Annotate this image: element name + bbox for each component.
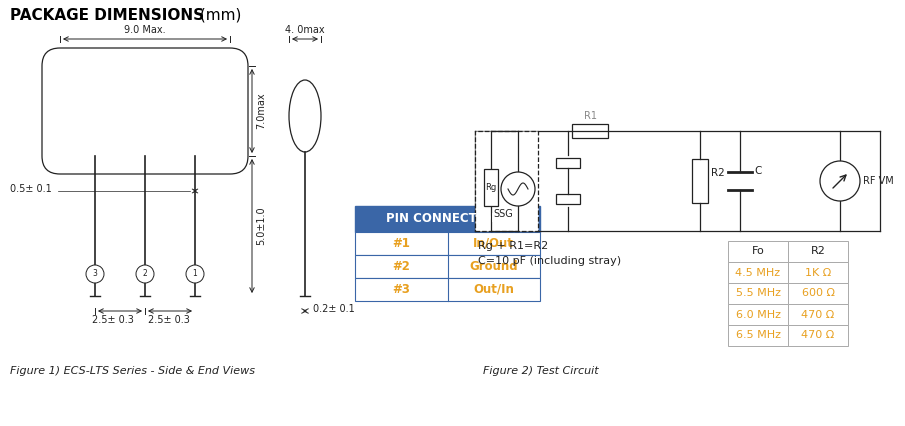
Text: SSG: SSG	[493, 209, 513, 219]
FancyBboxPatch shape	[355, 232, 540, 255]
FancyBboxPatch shape	[788, 325, 848, 346]
Text: Figure 1) ECS-LTS Series - Side & End Views: Figure 1) ECS-LTS Series - Side & End Vi…	[10, 366, 255, 376]
Text: 600 Ω: 600 Ω	[802, 288, 834, 299]
Text: Ground: Ground	[470, 260, 518, 273]
Text: 1: 1	[193, 270, 197, 279]
FancyBboxPatch shape	[572, 124, 608, 138]
Circle shape	[501, 172, 535, 206]
FancyBboxPatch shape	[788, 241, 848, 262]
Text: 2.5± 0.3: 2.5± 0.3	[148, 315, 190, 325]
Text: 5.5 MHz: 5.5 MHz	[736, 288, 780, 299]
Text: Rg: Rg	[485, 183, 497, 192]
Text: Rg + R1=R2: Rg + R1=R2	[478, 241, 548, 251]
Text: R1: R1	[584, 111, 596, 121]
FancyBboxPatch shape	[728, 262, 788, 283]
Text: 7.0max: 7.0max	[256, 93, 266, 130]
FancyBboxPatch shape	[475, 131, 538, 231]
Text: RF VM: RF VM	[863, 176, 894, 186]
Text: 6.0 MHz: 6.0 MHz	[736, 310, 780, 320]
Text: 4. 0max: 4. 0max	[285, 25, 325, 35]
Text: 470 Ω: 470 Ω	[801, 310, 834, 320]
Text: 4.5 MHz: 4.5 MHz	[736, 268, 780, 277]
FancyBboxPatch shape	[728, 241, 788, 262]
Text: In/Out: In/Out	[473, 237, 514, 250]
Text: R2: R2	[711, 168, 725, 178]
Ellipse shape	[289, 80, 321, 152]
Circle shape	[86, 265, 104, 283]
Text: PIN CONNECTIONS: PIN CONNECTIONS	[386, 213, 510, 225]
FancyBboxPatch shape	[355, 278, 540, 301]
FancyBboxPatch shape	[42, 48, 248, 174]
Text: PACKAGE DIMENSIONS: PACKAGE DIMENSIONS	[10, 8, 205, 23]
FancyBboxPatch shape	[788, 283, 848, 304]
Text: Out/In: Out/In	[473, 283, 514, 296]
FancyBboxPatch shape	[692, 159, 708, 203]
FancyBboxPatch shape	[788, 304, 848, 325]
FancyBboxPatch shape	[728, 283, 788, 304]
FancyBboxPatch shape	[728, 304, 788, 325]
Circle shape	[186, 265, 204, 283]
Text: 9.0 Max.: 9.0 Max.	[124, 25, 166, 35]
Circle shape	[136, 265, 154, 283]
Text: #3: #3	[392, 283, 410, 296]
Text: C=10 pF (including stray): C=10 pF (including stray)	[478, 256, 621, 266]
FancyBboxPatch shape	[556, 194, 580, 204]
FancyBboxPatch shape	[788, 262, 848, 283]
Text: 1K Ω: 1K Ω	[805, 268, 831, 277]
FancyBboxPatch shape	[355, 255, 540, 278]
Text: 3: 3	[92, 270, 98, 279]
Text: Fo: Fo	[752, 247, 765, 256]
Text: 0.5± 0.1: 0.5± 0.1	[10, 184, 52, 194]
Text: 470 Ω: 470 Ω	[801, 331, 834, 340]
Text: 2: 2	[143, 270, 148, 279]
Text: 0.2± 0.1: 0.2± 0.1	[313, 304, 355, 314]
Text: (mm): (mm)	[195, 8, 242, 23]
Text: 6.5 MHz: 6.5 MHz	[736, 331, 780, 340]
Text: 5.0±1.0: 5.0±1.0	[256, 207, 266, 245]
Text: #1: #1	[392, 237, 410, 250]
Text: #2: #2	[392, 260, 410, 273]
Text: R2: R2	[811, 247, 825, 256]
FancyBboxPatch shape	[556, 158, 580, 168]
Text: Figure 2) Test Circuit: Figure 2) Test Circuit	[483, 366, 598, 376]
FancyBboxPatch shape	[355, 206, 540, 232]
FancyBboxPatch shape	[728, 325, 788, 346]
Circle shape	[820, 161, 860, 201]
Text: 2.5± 0.3: 2.5± 0.3	[92, 315, 134, 325]
FancyBboxPatch shape	[484, 169, 498, 206]
Text: C: C	[754, 166, 761, 176]
